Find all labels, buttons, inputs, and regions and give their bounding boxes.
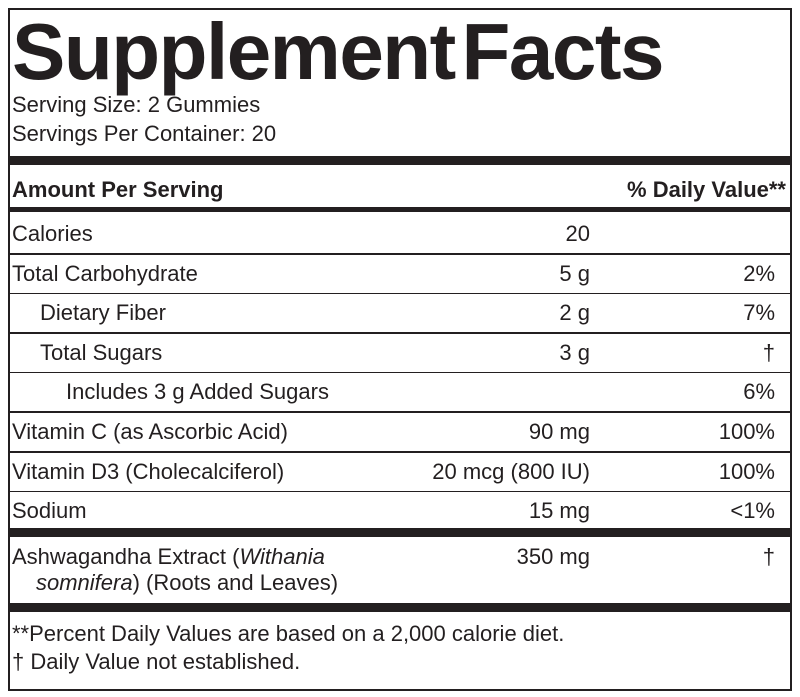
nutrient-name: Total Carbohydrate <box>12 260 198 286</box>
nutrient-daily-value: <1% <box>730 498 775 524</box>
nutrient-amount: 5 g <box>559 260 590 286</box>
row-rule <box>10 292 790 295</box>
row-rule <box>10 371 790 374</box>
nutrient-name: Sodium <box>12 498 87 524</box>
nutrient-amount: 3 g <box>559 339 590 365</box>
nutrient-name: Total Sugars <box>40 339 163 365</box>
row-rule <box>10 451 790 453</box>
nutrient-daily-value: 7% <box>743 300 775 326</box>
botanical-amount: 350 mg <box>516 544 590 569</box>
servings-per-container: Servings Per Container: 20 <box>12 121 277 146</box>
nutrient-name: Includes 3 g Added Sugars <box>66 379 329 405</box>
thick-rule <box>10 156 790 165</box>
botanical-latin: somnifera <box>36 570 133 595</box>
row-rule <box>10 253 790 255</box>
medium-rule <box>10 207 790 212</box>
serving-size: Serving Size: 2 Gummies <box>12 92 261 117</box>
label-title: Supplement Facts <box>12 7 665 96</box>
row-rule <box>10 490 790 493</box>
nutrient-daily-value: 2% <box>743 260 775 286</box>
nutrient-name: Calories <box>12 221 93 246</box>
footnote: **Percent Daily Values are based on a 2,… <box>12 621 565 646</box>
botanical-name-part: Ashwagandha Extract ( <box>12 544 240 569</box>
botanical-latin: Withania <box>239 544 325 569</box>
nutrient-name: Dietary Fiber <box>40 300 166 326</box>
nutrient-name: Vitamin C (as Ascorbic Acid) <box>12 419 288 444</box>
supplement-facts-label: Supplement Facts Serving Size: 2 Gummies… <box>8 7 792 691</box>
thick-rule <box>10 528 790 537</box>
footnote: † Daily Value not established. <box>12 649 301 674</box>
nutrient-amount: 20 <box>565 221 590 246</box>
row-rule <box>10 411 790 413</box>
thick-rule <box>10 603 790 612</box>
nutrient-daily-value: 6% <box>743 379 775 405</box>
nutrient-daily-value: 100% <box>718 419 775 444</box>
nutrient-amount: 2 g <box>559 300 590 326</box>
botanical-name-part: ) (Roots and Leaves) <box>132 570 339 595</box>
nutrient-name: Vitamin D3 (Cholecalciferol) <box>12 458 285 484</box>
nutrient-amount: 90 mg <box>528 419 590 444</box>
header-daily-value: % Daily Value** <box>627 177 786 202</box>
nutrient-daily-value: † <box>762 339 775 365</box>
nutrient-amount: 15 mg <box>528 498 590 524</box>
botanical-daily-value: † <box>762 544 775 569</box>
nutrient-amount: 20 mcg (800 IU) <box>432 458 590 484</box>
header-amount: Amount Per Serving <box>12 177 224 202</box>
nutrient-daily-value: 100% <box>718 458 775 484</box>
botanical-name: Ashwagandha Extract (Withania somnifera)… <box>12 544 338 596</box>
row-rule <box>10 332 790 334</box>
